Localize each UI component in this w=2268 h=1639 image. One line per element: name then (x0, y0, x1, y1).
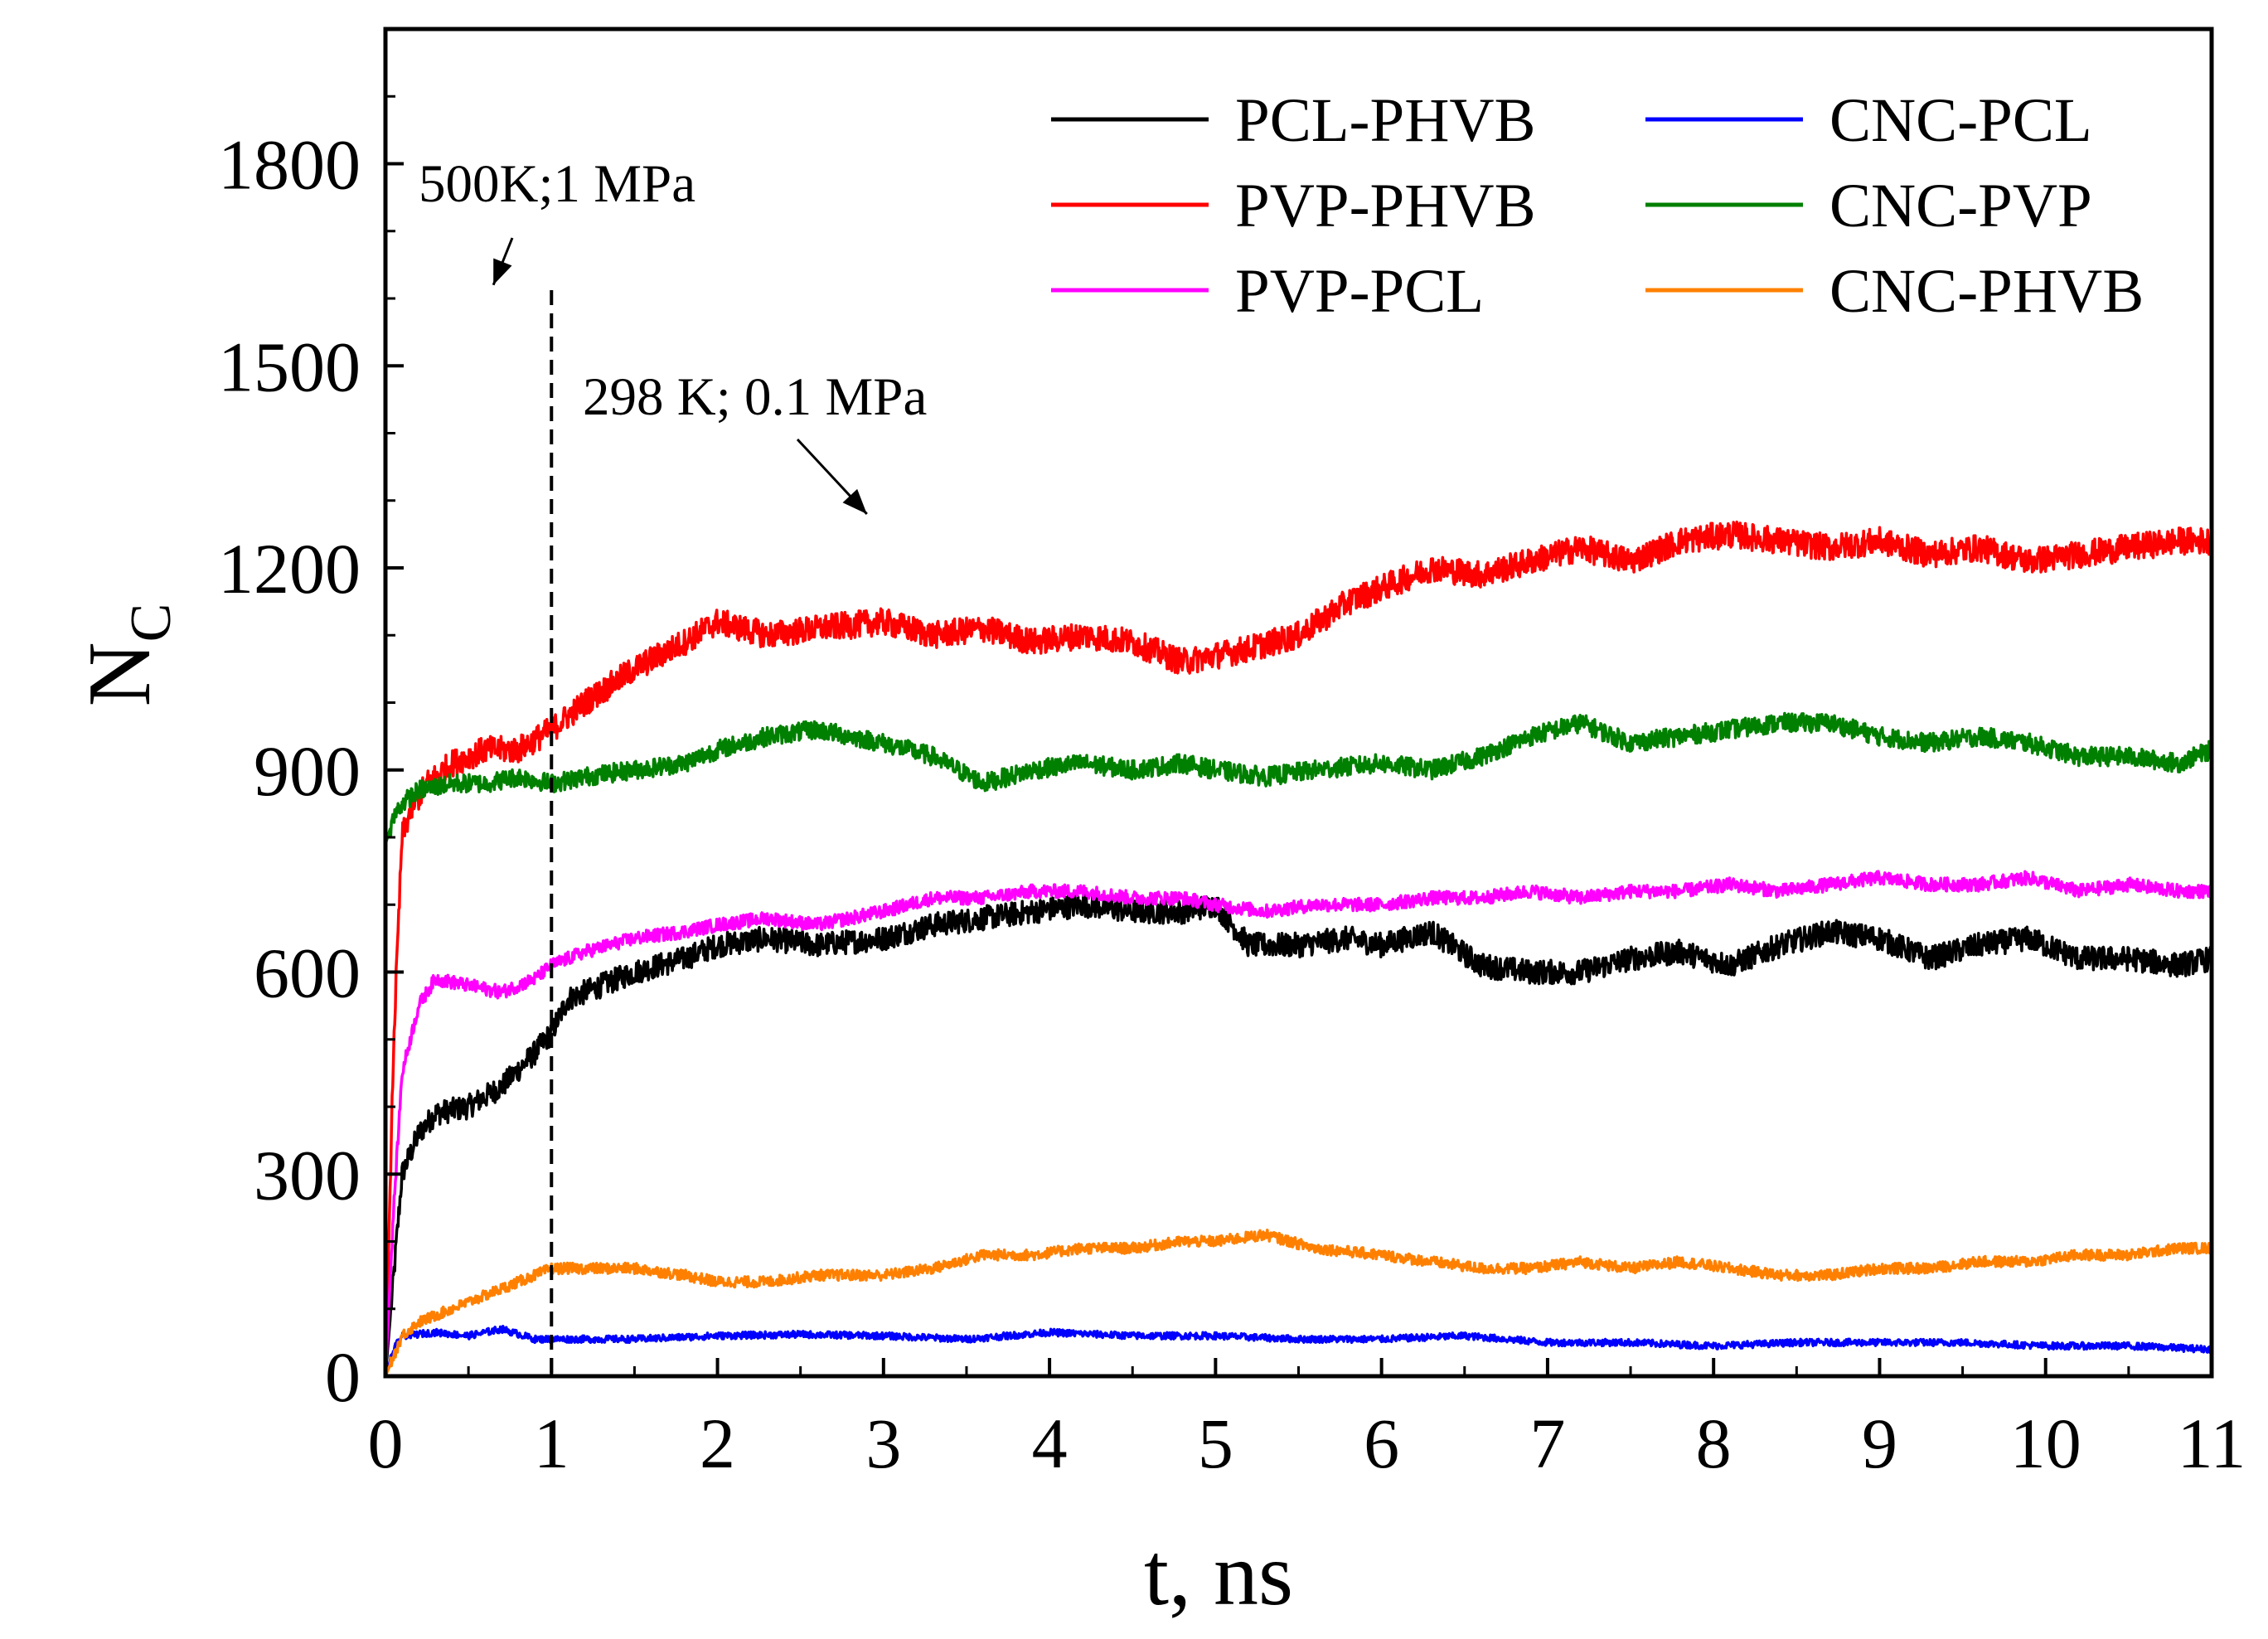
legend-label-pvp-pcl: PVP-PCL (1235, 257, 1484, 326)
x-tick-label: 5 (1198, 1404, 1233, 1483)
y-axis-label-subscript: C (119, 604, 183, 643)
y-tick-label: 0 (325, 1337, 361, 1417)
series-line-pvp-phvb (384, 520, 2213, 1377)
legend-label-pvp-phvb: PVP-PHVB (1235, 172, 1536, 240)
x-tick-label: 4 (1032, 1404, 1068, 1483)
series-layer (384, 520, 2213, 1377)
legend-label-pcl-phvb: PCL-PHVB (1235, 86, 1536, 155)
x-tick-label: 7 (1529, 1404, 1565, 1483)
y-tick-label: 1800 (218, 125, 361, 205)
tick-labels-layer: 0 1 2 3 4 5 6 7 8 9 10 11 0 300 600 900 1200 1500 1800 (218, 125, 2246, 1484)
y-tick-label: 900 (254, 731, 361, 811)
annotation-arrowhead-heating (493, 258, 512, 285)
series-line-cnc-phvb (384, 1228, 2213, 1377)
annotation-arrowhead-ambient (842, 488, 867, 514)
y-axis-label-main: N (70, 642, 169, 706)
y-tick-label: 1500 (218, 327, 361, 406)
x-tick-label: 3 (865, 1404, 901, 1483)
annotation-heating-condition: 500K;1 MPa (419, 154, 695, 214)
ticks-layer (384, 27, 2213, 1378)
y-axis-label: NC (70, 604, 183, 707)
series-line-cnc-pvp (384, 711, 2213, 845)
svg-text:NC: NC (70, 604, 183, 707)
x-tick-label: 2 (700, 1404, 735, 1483)
x-tick-label: 10 (2010, 1404, 2081, 1483)
y-tick-label: 600 (254, 933, 361, 1013)
series-line-cnc-pcl (384, 1324, 2213, 1377)
legend: PCL-PHVB PVP-PHVB PVP-PCL CNC-PCL CNC-PVP CNC… (1051, 86, 2144, 326)
series-line-pvp-pcl (384, 870, 2213, 1377)
legend-label-cnc-pcl: CNC-PCL (1829, 86, 2092, 155)
x-tick-label: 6 (1364, 1404, 1399, 1483)
x-axis-label: t, ns (1144, 1525, 1293, 1624)
annotations: 500K;1 MPa 298 K; 0.1 MPa (419, 154, 927, 516)
legend-label-cnc-phvb: CNC-PHVB (1829, 257, 2144, 326)
x-tick-label: 8 (1696, 1404, 1732, 1483)
x-tick-label: 11 (2178, 1404, 2246, 1483)
y-tick-label: 300 (254, 1135, 361, 1215)
series-line-pcl-phvb (384, 893, 2213, 1377)
legend-label-cnc-pvp: CNC-PVP (1829, 172, 2092, 240)
x-tick-label: 1 (534, 1404, 569, 1483)
x-tick-label: 0 (368, 1404, 404, 1483)
annotation-ambient-condition: 298 K; 0.1 MPa (583, 367, 927, 427)
x-tick-label: 9 (1862, 1404, 1897, 1483)
y-tick-label: 1200 (218, 529, 361, 609)
